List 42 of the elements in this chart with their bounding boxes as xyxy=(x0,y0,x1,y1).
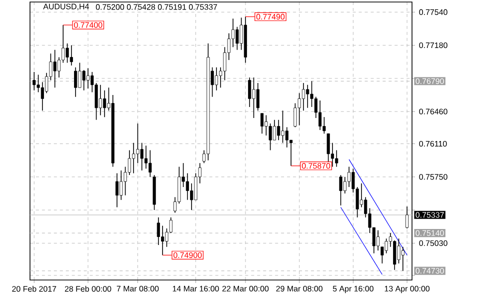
candlestick xyxy=(268,123,272,151)
candlestick xyxy=(156,217,160,246)
candlestick xyxy=(272,119,276,140)
candlestick xyxy=(115,172,119,208)
candlestick xyxy=(260,112,264,134)
candlestick xyxy=(281,110,284,144)
candlestick xyxy=(384,238,388,254)
candlestick xyxy=(140,142,144,171)
candlestick xyxy=(78,62,82,88)
candlestick xyxy=(53,49,56,88)
candlestick xyxy=(144,145,148,170)
candlestick xyxy=(32,72,36,91)
candlestick xyxy=(148,150,152,178)
candlestick xyxy=(306,84,310,108)
candlestick xyxy=(98,84,102,116)
candlestick xyxy=(74,66,78,98)
candlestick xyxy=(277,119,280,140)
candlestick xyxy=(70,44,73,66)
candlestick xyxy=(161,225,164,256)
candlestick xyxy=(401,246,404,272)
candlestick xyxy=(136,123,140,164)
candlestick xyxy=(214,66,218,91)
candlestick xyxy=(397,238,400,264)
candlestick xyxy=(252,77,256,118)
candlestick xyxy=(236,26,239,50)
candlestick xyxy=(298,92,301,126)
candlestick xyxy=(120,170,123,200)
candlestick xyxy=(285,126,288,148)
candlestick xyxy=(393,240,396,270)
candlestick xyxy=(339,174,342,206)
candlestick xyxy=(103,90,106,118)
candlestick xyxy=(186,172,189,200)
candlestick xyxy=(406,206,409,229)
candlestick xyxy=(82,70,86,91)
candlestick xyxy=(335,150,338,168)
candlestick xyxy=(86,68,90,89)
candlestick xyxy=(248,77,252,108)
candlestick xyxy=(326,133,330,164)
candlestick xyxy=(132,142,136,174)
candlestick xyxy=(294,102,297,128)
candlestick xyxy=(66,43,69,64)
candlestick xyxy=(256,82,260,112)
